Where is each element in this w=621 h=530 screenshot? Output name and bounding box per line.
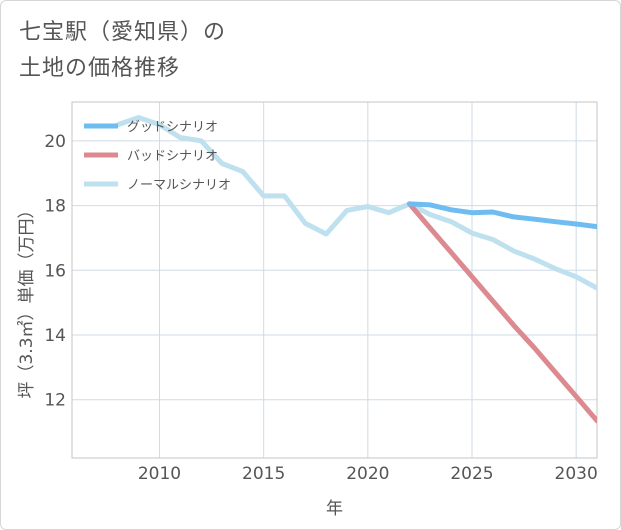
series-line-good (407, 201, 597, 230)
x-tick-label: 2025 (450, 464, 493, 484)
x-tick-label: 2030 (555, 464, 598, 484)
chart-title: 七宝駅（愛知県）の 土地の価格推移 (19, 15, 226, 87)
x-tick-label: 2015 (242, 464, 285, 484)
x-tick-labels: 2010 2015 2020 2025 2030 (138, 464, 598, 484)
y-tick-label: 18 (44, 197, 66, 217)
legend-label-normal: ノーマルシナリオ (127, 178, 231, 193)
x-axis-label: 年 (326, 499, 343, 519)
legend-label-good: グッドシナリオ (127, 120, 218, 135)
series-line-normal (115, 115, 597, 291)
y-tick-label: 20 (44, 132, 66, 152)
y-tick-label: 12 (44, 391, 66, 411)
chart-title-line-2: 土地の価格推移 (19, 56, 181, 81)
y-tick-labels: 12 14 16 18 20 (44, 132, 66, 411)
x-tick-label: 2020 (346, 464, 389, 484)
plot-frame (71, 101, 598, 459)
y-tick-label: 16 (44, 261, 66, 281)
y-axis-label: 坪（3.3㎡）単価（万円） (17, 201, 37, 398)
chart-title-line-1: 七宝駅（愛知県）の (19, 20, 227, 45)
series-line-bad (407, 201, 597, 424)
chart-series (115, 115, 597, 424)
y-tick-label: 14 (44, 326, 66, 346)
x-tick-label: 2010 (138, 464, 181, 484)
legend-label-bad: バッドシナリオ (127, 149, 218, 164)
